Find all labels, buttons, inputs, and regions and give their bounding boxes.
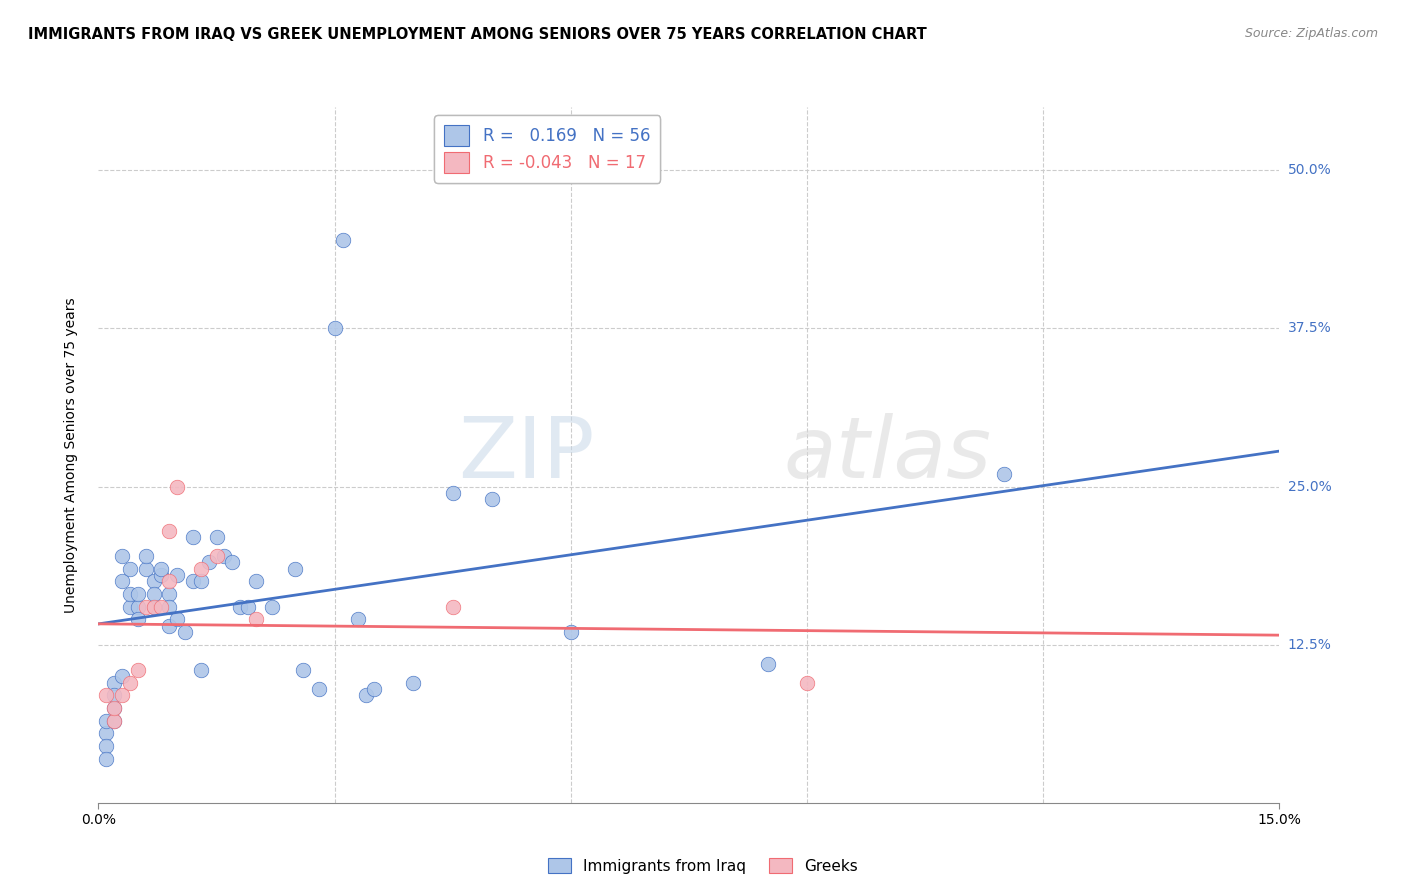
Legend: R =   0.169   N = 56, R = -0.043   N = 17: R = 0.169 N = 56, R = -0.043 N = 17 bbox=[434, 115, 661, 183]
Point bbox=[127, 612, 149, 626]
Point bbox=[127, 587, 149, 601]
Point bbox=[166, 479, 188, 493]
Text: 12.5%: 12.5% bbox=[1288, 638, 1331, 652]
Point bbox=[190, 562, 212, 576]
Point bbox=[142, 599, 165, 614]
Point bbox=[111, 669, 134, 683]
Point bbox=[111, 688, 134, 702]
Point bbox=[157, 587, 180, 601]
Point bbox=[118, 562, 141, 576]
Legend: Immigrants from Iraq, Greeks: Immigrants from Iraq, Greeks bbox=[541, 852, 865, 880]
Point bbox=[174, 625, 197, 640]
Point bbox=[190, 663, 212, 677]
Point bbox=[347, 612, 370, 626]
Point bbox=[181, 574, 204, 589]
Point bbox=[236, 599, 259, 614]
Point bbox=[103, 714, 125, 728]
Point bbox=[111, 549, 134, 563]
Point bbox=[308, 681, 330, 696]
Point bbox=[292, 663, 315, 677]
Point bbox=[118, 587, 141, 601]
Point bbox=[142, 587, 165, 601]
Point bbox=[245, 574, 267, 589]
Point bbox=[402, 675, 425, 690]
Point bbox=[135, 549, 157, 563]
Point bbox=[245, 612, 267, 626]
Point bbox=[103, 714, 125, 728]
Text: 50.0%: 50.0% bbox=[1288, 163, 1331, 178]
Point bbox=[96, 688, 118, 702]
Point bbox=[103, 688, 125, 702]
Point bbox=[560, 625, 582, 640]
Point bbox=[363, 681, 385, 696]
Point bbox=[354, 688, 377, 702]
Point bbox=[157, 574, 180, 589]
Point bbox=[221, 556, 243, 570]
Point bbox=[229, 599, 252, 614]
Point bbox=[142, 574, 165, 589]
Point bbox=[441, 486, 464, 500]
Point bbox=[260, 599, 283, 614]
Point bbox=[190, 574, 212, 589]
Point bbox=[103, 701, 125, 715]
Point bbox=[481, 492, 503, 507]
Point bbox=[993, 467, 1015, 481]
Text: atlas: atlas bbox=[783, 413, 991, 497]
Point bbox=[205, 530, 228, 544]
Text: 37.5%: 37.5% bbox=[1288, 321, 1331, 335]
Point bbox=[103, 701, 125, 715]
Text: Source: ZipAtlas.com: Source: ZipAtlas.com bbox=[1244, 27, 1378, 40]
Point bbox=[96, 714, 118, 728]
Point bbox=[157, 599, 180, 614]
Point bbox=[756, 657, 779, 671]
Point bbox=[111, 574, 134, 589]
Point bbox=[197, 556, 219, 570]
Point bbox=[441, 599, 464, 614]
Point bbox=[118, 675, 141, 690]
Point bbox=[135, 562, 157, 576]
Point bbox=[323, 321, 346, 335]
Point bbox=[150, 568, 173, 582]
Point bbox=[96, 751, 118, 765]
Point bbox=[166, 568, 188, 582]
Point bbox=[166, 612, 188, 626]
Point bbox=[205, 549, 228, 563]
Point bbox=[103, 675, 125, 690]
Point bbox=[142, 599, 165, 614]
Text: ZIP: ZIP bbox=[458, 413, 595, 497]
Point bbox=[96, 726, 118, 740]
Point bbox=[150, 562, 173, 576]
Point bbox=[157, 618, 180, 632]
Point bbox=[157, 524, 180, 538]
Point bbox=[181, 530, 204, 544]
Text: 25.0%: 25.0% bbox=[1288, 480, 1331, 493]
Point bbox=[214, 549, 236, 563]
Y-axis label: Unemployment Among Seniors over 75 years: Unemployment Among Seniors over 75 years bbox=[63, 297, 77, 613]
Point bbox=[127, 599, 149, 614]
Point bbox=[127, 663, 149, 677]
Point bbox=[284, 562, 307, 576]
Point bbox=[135, 599, 157, 614]
Point bbox=[150, 599, 173, 614]
Point bbox=[796, 675, 818, 690]
Point bbox=[96, 739, 118, 753]
Text: IMMIGRANTS FROM IRAQ VS GREEK UNEMPLOYMENT AMONG SENIORS OVER 75 YEARS CORRELATI: IMMIGRANTS FROM IRAQ VS GREEK UNEMPLOYME… bbox=[28, 27, 927, 42]
Point bbox=[118, 599, 141, 614]
Point bbox=[332, 233, 354, 247]
